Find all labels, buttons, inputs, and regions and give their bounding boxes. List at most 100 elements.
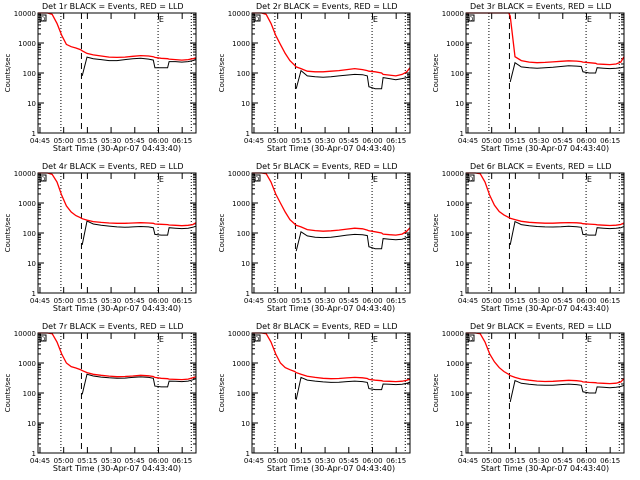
y-tick-label: 1 [246, 450, 250, 458]
x-tick-label: 05:45 [553, 137, 573, 145]
annotation-d-marker [467, 174, 475, 182]
y-tick-label: 10000 [14, 330, 36, 338]
x-tick-label: 04:45 [244, 457, 264, 465]
series-lld-line [466, 332, 625, 385]
x-tick-label: 06:15 [386, 457, 406, 465]
y-axis-label: Counts/sec [218, 214, 226, 253]
y-tick-label: 1000 [232, 200, 250, 208]
x-tick-label: 05:15 [77, 457, 97, 465]
x-tick-label: 05:15 [291, 137, 311, 145]
x-tick-label: 05:15 [291, 457, 311, 465]
x-tick-label: 06:00 [148, 137, 168, 145]
x-tick-label: 06:15 [172, 457, 192, 465]
x-tick-label: 04:45 [30, 297, 50, 305]
x-tick-label: 04:45 [244, 297, 264, 305]
series-lld-line [252, 12, 411, 77]
x-tick-label: 05:30 [101, 457, 121, 465]
x-tick-label: 05:00 [54, 297, 74, 305]
series-events-line [81, 56, 197, 77]
y-tick-label: 100 [451, 70, 464, 78]
plot-frame [465, 172, 625, 294]
y-tick-label: 100 [451, 390, 464, 398]
panel-title: Det 6r BLACK = Events, RED = LLD [470, 162, 612, 171]
x-tick-label: 06:15 [172, 137, 192, 145]
annotation-d-label: D [41, 176, 46, 183]
x-tick-label: 06:00 [362, 297, 382, 305]
y-tick-label: 10000 [228, 330, 250, 338]
x-tick-label: 05:00 [54, 457, 74, 465]
x-tick-label: 06:00 [576, 297, 596, 305]
y-tick-label: 100 [237, 230, 250, 238]
panel-title: Det 1r BLACK = Events, RED = LLD [42, 2, 184, 11]
x-tick-label: 04:45 [458, 137, 478, 145]
y-tick-label: 1000 [446, 360, 464, 368]
y-tick-label: 10 [241, 420, 250, 428]
x-tick-label: 05:15 [77, 137, 97, 145]
y-axis-label: Counts/sec [218, 54, 226, 93]
x-tick-label: 05:45 [125, 137, 145, 145]
y-tick-label: 1000 [18, 360, 36, 368]
y-tick-label: 10 [455, 420, 464, 428]
series-events-line [295, 230, 411, 252]
x-axis-label: Start Time (30-Apr-07 04:43:40) [267, 144, 395, 153]
y-tick-label: 100 [237, 70, 250, 78]
x-tick-label: 04:45 [244, 137, 264, 145]
y-axis-label: Counts/sec [4, 54, 12, 93]
panel-det-3: Det 3r BLACK = Events, RED = LLD Counts/s… [432, 2, 625, 153]
series-events-line [81, 220, 197, 245]
panel-title: Det 3r BLACK = Events, RED = LLD [470, 2, 612, 11]
series-events-line [81, 373, 197, 395]
plot-frame [465, 332, 625, 454]
annotation-d-marker [467, 334, 475, 342]
x-tick-label: 05:45 [339, 297, 359, 305]
annotation-d-label: D [41, 16, 46, 23]
panel-det-1: Det 1r BLACK = Events, RED = LLD Counts/s… [4, 2, 197, 153]
annotation-e-label: E [373, 335, 378, 344]
x-tick-label: 06:00 [576, 137, 596, 145]
annotation-d-label: D [41, 336, 46, 343]
y-tick-label: 1 [460, 290, 464, 298]
x-tick-label: 05:00 [268, 297, 288, 305]
x-tick-label: 06:15 [386, 297, 406, 305]
x-tick-label: 06:15 [600, 297, 620, 305]
x-axis-label: Start Time (30-Apr-07 04:43:40) [53, 464, 181, 473]
panel-det-6: Det 6r BLACK = Events, RED = LLD Counts/s… [432, 162, 625, 313]
annotation-d-label: D [255, 336, 260, 343]
y-tick-label: 1 [460, 130, 464, 138]
y-tick-label: 100 [23, 70, 36, 78]
panel-title: Det 2r BLACK = Events, RED = LLD [256, 2, 398, 11]
panel-det-9: Det 9r BLACK = Events, RED = LLD Counts/s… [432, 322, 625, 473]
x-tick-label: 04:45 [30, 137, 50, 145]
series-lld-line [466, 12, 625, 66]
y-tick-label: 1 [460, 450, 464, 458]
x-tick-label: 05:45 [125, 457, 145, 465]
x-axis-label: Start Time (30-Apr-07 04:43:40) [53, 304, 181, 313]
x-tick-label: 05:30 [529, 137, 549, 145]
panel-det-4: Det 4r BLACK = Events, RED = LLD Counts/s… [4, 162, 197, 313]
y-tick-label: 1 [32, 130, 36, 138]
series-events-line [295, 69, 411, 90]
x-tick-label: 05:00 [268, 457, 288, 465]
series-lld-line [252, 332, 411, 383]
x-tick-label: 05:45 [125, 297, 145, 305]
annotation-d-label: D [469, 176, 474, 183]
y-tick-label: 1000 [18, 40, 36, 48]
plot-frame [37, 12, 197, 134]
y-tick-label: 10 [27, 100, 36, 108]
annotation-e-label: E [587, 175, 592, 184]
y-tick-label: 10 [27, 260, 36, 268]
series-events-line [509, 61, 625, 83]
plot-frame [37, 172, 197, 294]
y-tick-label: 1 [246, 290, 250, 298]
x-tick-label: 05:45 [553, 457, 573, 465]
series-events-line [509, 220, 625, 246]
x-tick-label: 06:00 [576, 457, 596, 465]
y-tick-label: 1000 [18, 200, 36, 208]
y-tick-label: 10000 [442, 10, 464, 18]
annotation-d-marker [253, 14, 261, 22]
y-tick-label: 10000 [14, 10, 36, 18]
x-tick-label: 05:15 [505, 137, 525, 145]
annotation-d-label: D [469, 16, 474, 23]
annotation-e-label: E [373, 15, 378, 24]
